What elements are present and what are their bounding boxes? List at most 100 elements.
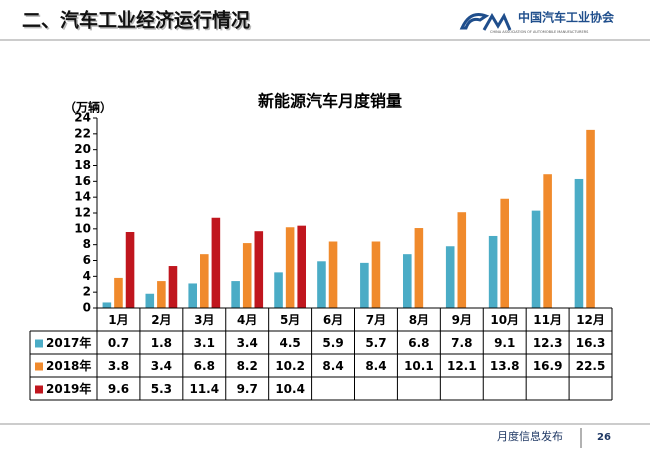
table-value: 10.2 [275,359,305,373]
y-tick-label: 0 [83,301,91,315]
y-tick-label: 22 [74,126,91,140]
table-value: 12.1 [447,359,477,373]
table-value: 3.1 [194,336,215,350]
table-value: 16.9 [533,359,563,373]
bar [402,254,412,308]
bar [414,228,424,308]
table-value: 16.3 [576,336,606,350]
table-value: 5.3 [151,382,172,396]
y-tick-label: 24 [74,111,91,125]
x-tick-label: 10月 [490,313,519,327]
x-tick-label: 6月 [323,313,343,327]
table-value: 4.5 [279,336,300,350]
table-value: 7.8 [451,336,472,350]
bar [231,281,240,308]
bar [145,293,155,308]
table-value: 8.4 [322,359,343,373]
bar [242,243,252,308]
bar [102,302,112,308]
table-value: 10.4 [275,382,305,396]
bar [285,227,295,308]
bar [360,262,369,308]
x-tick-label: 7月 [366,313,386,327]
bar [500,198,509,308]
logo-mark [459,12,512,31]
table-value: 8.4 [365,359,386,373]
y-tick-label: 16 [74,174,91,188]
table-value: 3.4 [237,336,258,350]
bar [125,232,135,308]
bar [157,281,166,308]
bar [200,254,209,308]
bar [457,212,467,308]
table-value: 12.3 [533,336,563,350]
y-tick-label: 20 [74,142,91,156]
y-tick-label: 6 [83,253,91,267]
x-tick-label: 12月 [576,313,605,327]
bar [445,246,455,308]
table-value: 3.4 [151,359,172,373]
bar [586,129,595,308]
bar [188,283,197,308]
table-value: 6.8 [194,359,215,373]
bar [543,174,552,308]
table-value: 9.7 [237,382,258,396]
y-tick-label: 14 [74,190,91,204]
table-value: 3.8 [108,359,129,373]
bar [488,235,498,308]
table-value: 1.8 [151,336,172,350]
bar [254,231,264,308]
bar [328,241,338,308]
x-tick-label: 5月 [280,313,300,327]
y-tick-label: 4 [83,269,91,283]
legend-swatch [35,362,43,371]
page-number: 26 [597,432,611,443]
y-tick-label: 12 [74,206,91,220]
x-tick-label: 11月 [533,313,562,327]
x-tick-label: 4月 [237,313,257,327]
x-tick-label: 9月 [452,313,472,327]
legend-swatch [35,339,43,348]
bar [371,241,381,308]
legend-swatch [35,385,43,394]
y-tick-label: 10 [74,221,91,235]
bar [531,210,541,308]
logo-cn: 中国汽车工业协会 [518,10,615,25]
table-value: 9.6 [108,382,129,396]
footer-text: 月度信息发布 [497,429,563,443]
bar [574,178,584,308]
y-tick-label: 2 [83,285,91,299]
bar [297,225,307,308]
table-value: 11.4 [189,382,219,396]
y-axis-label: （万辆） [64,100,112,115]
y-tick-label: 8 [83,237,91,251]
logo-en: CHINA ASSOCIATION OF AUTOMOBILE MANUFACT… [490,30,589,34]
table-value: 5.7 [365,336,386,350]
title-shadow: 二、汽车工业经济运行情况 [24,10,252,33]
table-value: 8.2 [237,359,258,373]
y-tick-label: 18 [74,158,91,172]
table-value: 10.1 [404,359,434,373]
table-value: 22.5 [576,359,606,373]
table-value: 5.9 [322,336,343,350]
x-tick-label: 1月 [108,313,128,327]
bar [114,277,123,308]
bar [211,217,221,308]
legend-label: 2019年 [46,381,91,396]
slide-title: 二、汽车工业经济运行情况 [22,9,250,32]
legend-label: 2017年 [46,335,91,350]
table-value: 13.8 [490,359,520,373]
table-value: 6.8 [408,336,429,350]
table-value: 0.7 [108,336,129,350]
x-tick-label: 2月 [151,313,171,327]
table-value: 9.1 [494,336,515,350]
x-tick-label: 3月 [194,313,214,327]
x-tick-label: 8月 [409,313,429,327]
bar [317,261,326,308]
legend-label: 2018年 [46,358,91,373]
chart-title: 新能源汽车月度销量 [258,92,402,111]
bar [274,272,283,308]
bar [168,266,178,308]
